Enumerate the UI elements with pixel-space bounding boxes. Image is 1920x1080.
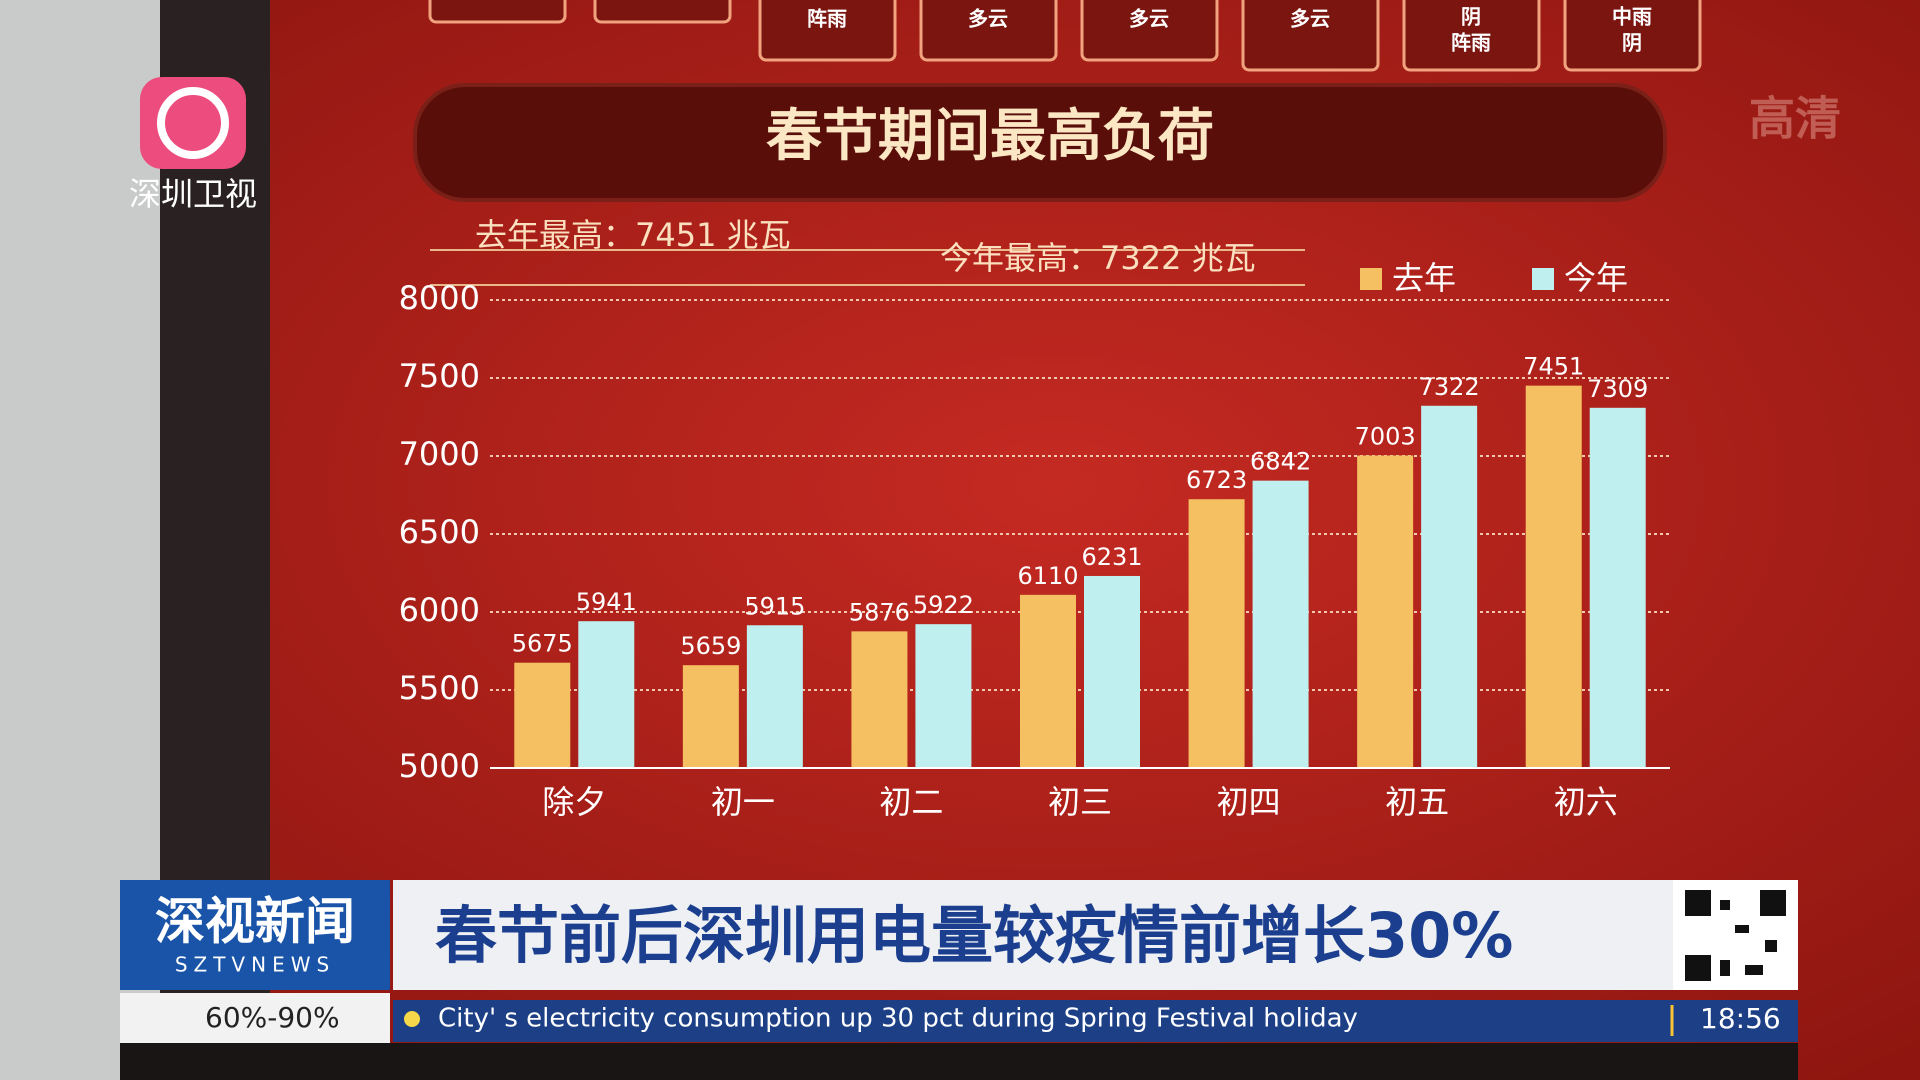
bar	[915, 624, 972, 768]
x-tick-label: 初五	[1385, 783, 1449, 821]
weather-box	[1402, 0, 1541, 72]
humidity: 60%-90%	[205, 1001, 340, 1034]
chart-title: 春节期间最高负荷	[766, 104, 1214, 169]
value-label: 6723	[1186, 466, 1247, 494]
program-latin: SZTVNEWS	[175, 953, 335, 977]
annotation: 去年最高：7451 兆瓦	[475, 216, 791, 254]
legend-label: 去年	[1392, 259, 1456, 297]
humidity-box	[120, 993, 390, 1043]
weather-label: 多云	[968, 7, 1008, 31]
value-label: 7451	[1523, 353, 1584, 381]
channel-name: 深圳卫视	[129, 175, 257, 213]
ticker-bar	[393, 1000, 1798, 1042]
y-tick-label: 8000	[399, 279, 480, 317]
weather-box	[593, 0, 732, 24]
value-label: 7322	[1419, 373, 1480, 401]
bar	[1525, 385, 1582, 768]
weather-label: 阴	[1461, 5, 1481, 29]
ticker-dot	[404, 1011, 420, 1027]
clock: 18:56	[1700, 1002, 1781, 1035]
weather-label: 多云	[1290, 7, 1330, 31]
y-tick-label: 6500	[399, 513, 480, 551]
legend-label: 今年	[1564, 259, 1628, 297]
x-tick-label: 初三	[1048, 783, 1112, 821]
value-label: 7003	[1355, 423, 1416, 451]
x-tick-label: 初一	[711, 783, 775, 821]
value-label: 5876	[849, 598, 910, 626]
bar	[1084, 575, 1140, 768]
logo-mark	[157, 87, 229, 159]
weather-label: 阵雨	[807, 7, 847, 31]
weather-box	[758, 0, 897, 62]
weather-box	[1080, 0, 1219, 62]
value-label: 6110	[1017, 562, 1078, 590]
bar	[1252, 480, 1309, 768]
qr-code	[1685, 890, 1786, 981]
bar	[1020, 594, 1076, 768]
value-label: 5922	[913, 591, 974, 619]
value-label: 5941	[576, 588, 637, 616]
weather-box	[919, 0, 1058, 62]
bar	[514, 662, 571, 768]
quality-badge: 高清	[1749, 92, 1841, 146]
weather-box	[1241, 0, 1380, 72]
weather-label: 阴	[1622, 31, 1642, 55]
y-tick-label: 5000	[399, 747, 480, 785]
y-tick-label: 7000	[399, 435, 480, 473]
bar	[578, 621, 635, 768]
x-tick-label: 初四	[1217, 783, 1281, 821]
value-label: 7309	[1587, 375, 1648, 403]
program-name: 深视新闻	[155, 893, 355, 951]
headline-box	[393, 880, 1673, 990]
value-label: 6231	[1081, 543, 1142, 571]
value-label: 6842	[1250, 448, 1311, 476]
value-label: 5915	[744, 592, 805, 620]
ticker: City' s electricity consumption up 30 pc…	[438, 1004, 1358, 1034]
legend-swatch	[1360, 268, 1382, 290]
value-label: 5675	[512, 630, 573, 658]
bar	[851, 631, 908, 768]
weather-box	[428, 0, 567, 24]
program-box	[120, 880, 390, 990]
x-tick-label: 初六	[1554, 783, 1618, 821]
bar	[682, 665, 739, 768]
title-banner	[413, 83, 1667, 202]
x-tick-label: 初二	[879, 783, 943, 821]
weather-label: 阵雨	[1451, 31, 1491, 55]
weather-label: 多云	[1129, 7, 1169, 31]
weather-label: 中雨	[1612, 5, 1652, 29]
bar	[1188, 499, 1245, 768]
x-tick-label: 除夕	[542, 783, 606, 821]
headline: 春节前后深圳用电量较疫情前增长30%	[435, 899, 1513, 972]
y-tick-label: 6000	[399, 591, 480, 629]
bar	[1589, 407, 1646, 768]
bar	[746, 625, 803, 768]
bar	[1357, 455, 1414, 768]
annotation: 今年最高：7322 兆瓦	[940, 239, 1256, 277]
legend-swatch	[1532, 268, 1554, 290]
value-label: 5659	[680, 632, 741, 660]
weather-box	[1563, 0, 1702, 72]
y-tick-label: 7500	[399, 357, 480, 395]
bar	[1421, 405, 1478, 768]
bottom-edge	[120, 1043, 1798, 1080]
y-tick-label: 5500	[399, 669, 480, 707]
